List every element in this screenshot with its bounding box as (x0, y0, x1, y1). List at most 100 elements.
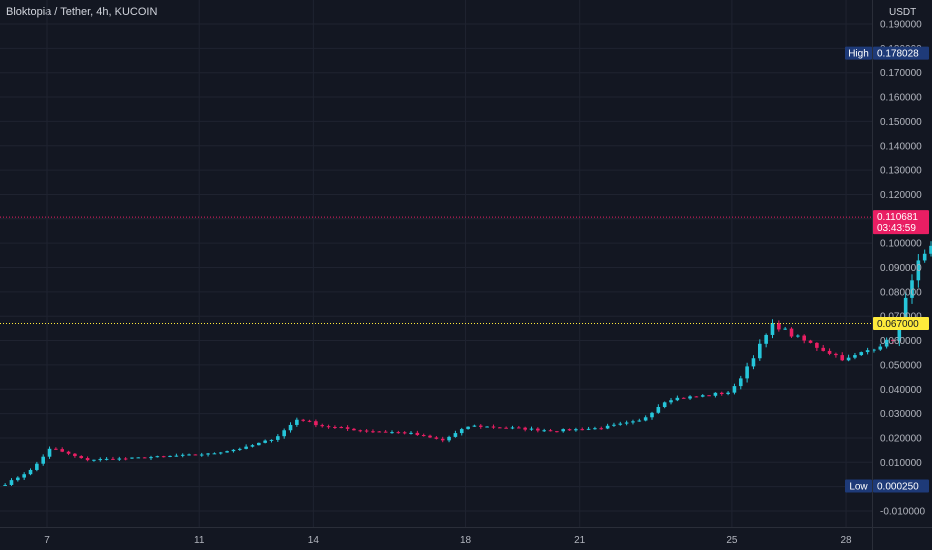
candle (510, 425, 515, 430)
candle (85, 456, 90, 462)
candle (130, 457, 134, 459)
x-tick-label: 28 (840, 535, 852, 546)
candle (529, 426, 534, 431)
candles (3, 241, 932, 486)
candle (187, 453, 191, 456)
candle (707, 395, 711, 397)
candle (301, 418, 306, 422)
candle (656, 404, 661, 414)
candle (764, 333, 768, 348)
x-tick-label: 25 (726, 535, 738, 546)
candle (574, 427, 578, 432)
x-tick-label: 18 (460, 535, 472, 546)
candle (41, 454, 45, 466)
candle (161, 455, 166, 458)
candle (580, 427, 585, 431)
candle (770, 319, 775, 339)
candle (497, 426, 502, 429)
candle (206, 452, 210, 457)
candle (295, 417, 299, 427)
candle (257, 442, 261, 446)
svg-text:03:43:59: 03:43:59 (877, 223, 916, 234)
candle (669, 398, 673, 405)
svg-text:High: High (848, 49, 869, 60)
y-tick-label: 0.100000 (880, 239, 922, 250)
candle (834, 352, 838, 358)
y-tick-label: 0.190000 (880, 20, 922, 31)
candle (155, 455, 160, 458)
candle (732, 383, 737, 395)
y-tick-label: -0.010000 (880, 507, 925, 518)
candle (631, 419, 635, 425)
candle (713, 392, 718, 398)
candle (434, 436, 439, 440)
svg-text:0.110681: 0.110681 (877, 212, 918, 223)
candle (593, 426, 597, 430)
candle (73, 452, 77, 458)
candle (872, 348, 876, 353)
candle (60, 447, 65, 453)
candle (865, 347, 870, 355)
candle (827, 348, 832, 356)
candle (758, 339, 762, 361)
candle (136, 457, 141, 459)
candle (586, 426, 591, 431)
candle (142, 457, 147, 459)
candle (377, 431, 382, 433)
currency-label: USDT (889, 7, 916, 18)
candle (199, 452, 204, 457)
candle (180, 453, 185, 458)
candle (428, 434, 432, 439)
candle (402, 431, 407, 435)
candle (193, 454, 198, 456)
candle (561, 428, 566, 433)
candle (662, 401, 667, 409)
candle (599, 426, 604, 430)
chart-grid (0, 0, 872, 527)
candle (345, 425, 350, 431)
candle (263, 439, 267, 444)
x-tick-label: 14 (308, 535, 320, 546)
y-tick-label: 0.040000 (880, 385, 922, 396)
svg-text:0.178028: 0.178028 (877, 49, 919, 60)
candle (523, 426, 527, 432)
candle (339, 426, 344, 429)
candle (168, 455, 172, 458)
y-tick-label: 0.030000 (880, 409, 922, 420)
candle (149, 455, 153, 461)
candle (320, 423, 325, 428)
candle (478, 424, 483, 429)
candle (396, 430, 401, 434)
candle (409, 431, 413, 435)
candle (821, 344, 826, 352)
candle (174, 453, 179, 457)
candle (3, 483, 7, 486)
candle (637, 418, 642, 422)
candle (548, 428, 553, 432)
candle (98, 457, 103, 462)
time-axis[interactable]: 7111418212528Nov4 (0, 527, 932, 547)
y-tick-label: 0.020000 (880, 433, 922, 444)
svg-text:0.000250: 0.000250 (877, 482, 919, 493)
svg-text:0.067000: 0.067000 (877, 319, 919, 330)
candle (536, 427, 540, 433)
low-price-tag: 0.000250 (873, 479, 929, 493)
candle (250, 444, 255, 448)
candle (212, 452, 217, 455)
candle (117, 456, 122, 461)
x-tick-label: 7 (44, 535, 50, 546)
candle (421, 433, 426, 437)
candle (231, 449, 236, 453)
low-label: Low (845, 479, 872, 493)
candle (650, 411, 654, 420)
candle (916, 254, 921, 288)
candle (517, 425, 521, 429)
candle (846, 354, 851, 362)
candle (555, 431, 559, 433)
candle (853, 352, 857, 360)
candle (466, 426, 470, 430)
candle (383, 430, 388, 433)
